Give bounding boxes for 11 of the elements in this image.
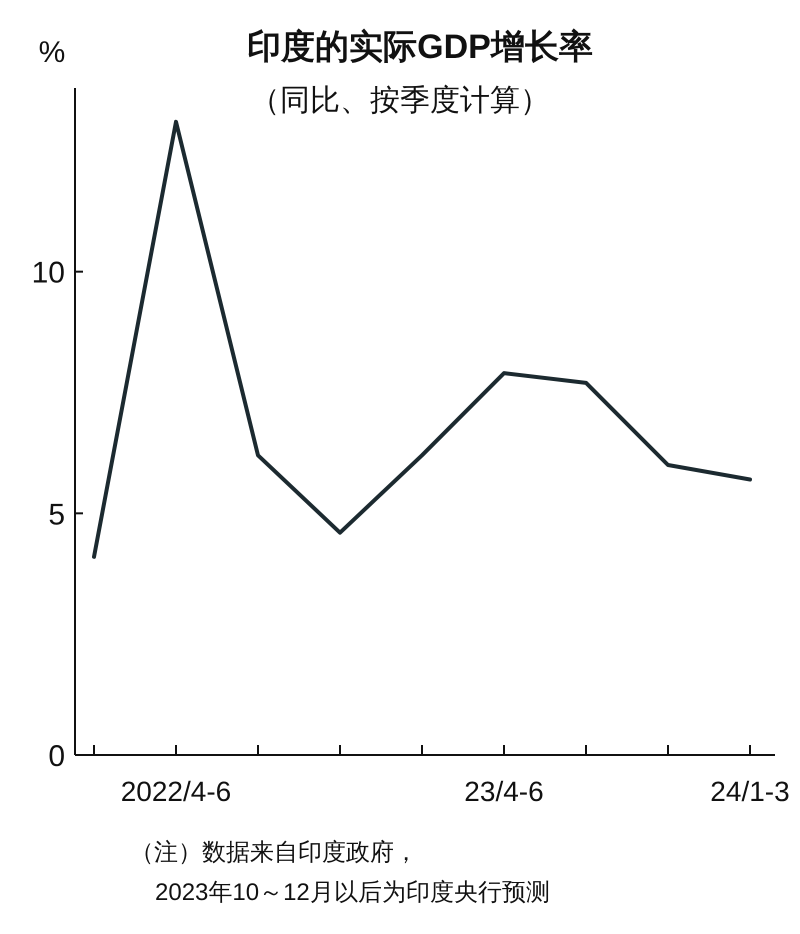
subtitle: （同比、按季度计算） <box>250 84 550 117</box>
ytick: 10 <box>32 256 65 290</box>
xtick: 2022/4-6 <box>120 776 232 807</box>
ylabel: % <box>38 36 66 69</box>
title: 印度的实际GDP增长率 <box>247 28 593 66</box>
ytick: 0 <box>48 740 65 773</box>
ytick: 5 <box>48 498 65 532</box>
annotation: 2023年10～12月以后为印度央行预测 <box>155 879 550 906</box>
annotation: （注）数据来自印度政府， <box>130 839 418 866</box>
xtick: 23/4-6 <box>464 776 544 807</box>
xtick: 24/1-3 <box>710 776 790 807</box>
